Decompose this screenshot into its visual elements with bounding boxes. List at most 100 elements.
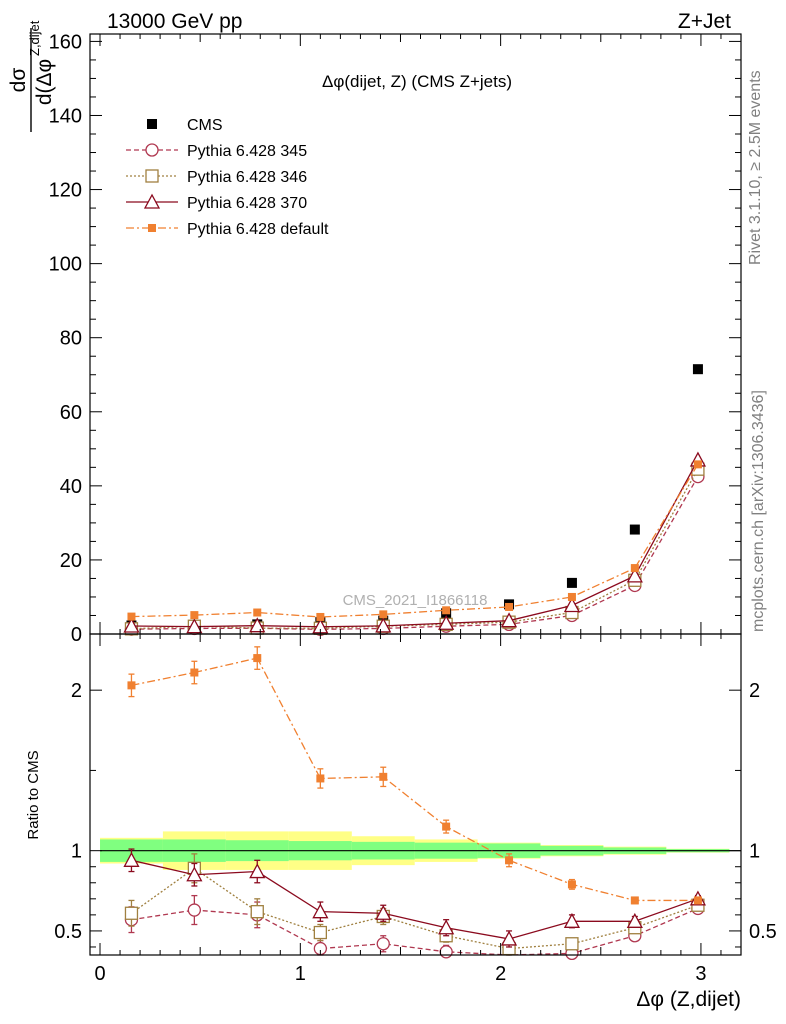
ratio-point [442, 822, 451, 831]
data-point [566, 577, 577, 588]
legend-marker [145, 143, 159, 157]
ratio-series-pythia-6-428-370 [123, 848, 707, 948]
mc-point [438, 614, 455, 630]
rivet-side-label: Rivet 3.1.10, ≥ 2.5M events [747, 70, 764, 265]
ratio-point [563, 912, 581, 928]
legend-label: Pythia 6.428 370 [187, 195, 307, 212]
ratio-ytick-label-right: 1 [749, 841, 760, 863]
ratio-series-line [131, 867, 699, 950]
mc-point [375, 617, 392, 633]
ratio-point [439, 945, 453, 959]
mc-point [249, 617, 266, 633]
mc-point [500, 612, 518, 628]
ylabel-denominator: d(Δφ [33, 59, 56, 105]
ratio-point [123, 851, 140, 867]
main-ytick-label: 20 [60, 550, 82, 572]
main-ytick-label: 140 [49, 105, 82, 127]
legend-entry: Pythia 6.428 370 [126, 193, 307, 212]
x-tick-label: 1 [295, 963, 306, 985]
series-pythia-6-428-346 [124, 462, 705, 636]
ylabel-superscript: Z,dijet [27, 20, 42, 56]
ratio-point [249, 863, 266, 879]
main-ytick-label: 100 [49, 254, 82, 276]
energy-label: 13000 GeV pp [107, 10, 242, 33]
series-line [131, 464, 699, 618]
ratio-series-pythia-6-428-default [127, 646, 702, 905]
legend-marker [145, 169, 159, 183]
ratio-ytick-label: 0.5 [54, 921, 82, 943]
ratio-series-line [131, 907, 699, 956]
legend-label: Pythia 6.428 346 [187, 169, 307, 186]
x-tick-label: 3 [695, 963, 706, 985]
mc-point [127, 612, 136, 621]
ratio-point [693, 896, 702, 905]
x-tick-label: 0 [94, 963, 105, 985]
data-point [692, 364, 703, 375]
ratio-point [500, 930, 518, 946]
ratio-point [127, 681, 136, 690]
ratio-series-line [131, 657, 698, 902]
ratio-point [253, 654, 262, 663]
main-ytick-label: 120 [49, 180, 82, 202]
ratio-point [124, 906, 139, 920]
main-plot-title: Δφ(dijet, Z) (CMS Z+jets) [322, 72, 512, 91]
mc-point [316, 612, 325, 621]
series-pythia-6-428-345 [124, 469, 705, 637]
legend-marker [148, 224, 156, 232]
data-point [629, 524, 640, 535]
ratio-plot-area [100, 646, 741, 961]
legend-label: Pythia 6.428 default [187, 221, 329, 238]
main-y-ticks: 0 20 40 60 80 100 120 140 160 [49, 31, 741, 646]
series-line [131, 459, 699, 628]
mc-point [693, 460, 702, 469]
ratio-series-line [131, 859, 699, 940]
ratio-point [313, 925, 328, 940]
ratio-point [505, 856, 514, 865]
ratio-series-pythia-6-428-345 [124, 894, 705, 961]
series-line [131, 476, 699, 631]
mc-point [186, 618, 203, 634]
ratio-point [376, 937, 390, 951]
ratio-point [375, 904, 392, 920]
process-label: Z+Jet [678, 10, 731, 33]
mc-point [630, 564, 639, 573]
ratio-ytick-label: 1 [71, 841, 82, 863]
mc-point [253, 608, 262, 617]
legend-entry: Pythia 6.428 345 [126, 143, 307, 160]
mcplots-side-label: mcplots.cern.ch [arXiv:1306.3436] [750, 390, 767, 632]
ratio-ticks: 0 1 2 3 0.5 0.5 1 1 2 2 [54, 634, 777, 985]
legend-entry: CMS [147, 117, 223, 134]
ratio-point [190, 668, 199, 677]
ratio-point [438, 919, 455, 935]
ratio-panel: 0 1 2 3 0.5 0.5 1 1 2 2 Ratio to CMS Δφ (Z,dijet) [25, 633, 777, 1011]
mc-point [563, 597, 581, 613]
series-line [131, 468, 699, 630]
legend: CMS Pythia 6.428 345 Pythia 6.428 346 Pythi… [126, 117, 329, 238]
legend-marker [143, 193, 161, 209]
ratio-point [630, 896, 639, 905]
mc-point [442, 606, 451, 615]
main-plot-area [123, 364, 707, 637]
main-ytick-label: 80 [60, 328, 82, 350]
series-pythia-6-428-default [127, 460, 702, 621]
mc-point [379, 610, 388, 619]
x-axis-label: Δφ (Z,dijet) [636, 988, 741, 1011]
ratio-frame [89, 633, 742, 956]
ratio-point [186, 866, 203, 882]
ratio-point [316, 774, 325, 783]
legend-label: CMS [187, 117, 223, 134]
legend-marker [147, 119, 157, 129]
main-y-label: dσ d(Δφ Z,dijet [7, 20, 56, 132]
ratio-ytick-label: 2 [71, 680, 82, 702]
watermark: CMS_2021_I1866118 [343, 592, 488, 609]
main-panel: 0 20 40 60 80 100 120 140 160 Δφ(dijet, Z) (CMS … [49, 31, 742, 646]
legend-entry: Pythia 6.428 default [126, 221, 329, 238]
main-ytick-label: 160 [49, 31, 82, 53]
mc-point [190, 611, 199, 620]
ratio-point [565, 937, 579, 951]
ratio-point [626, 912, 643, 928]
mc-point [123, 617, 140, 633]
ratio-point [379, 772, 388, 781]
legend-entry: Pythia 6.428 346 [126, 169, 307, 186]
